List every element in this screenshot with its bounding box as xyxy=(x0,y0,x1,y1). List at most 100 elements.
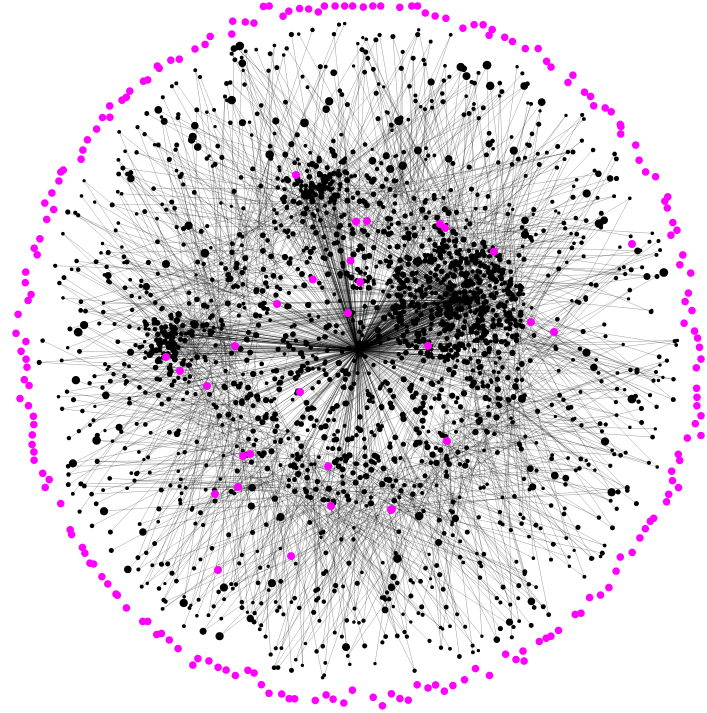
highlight-node xyxy=(363,217,371,225)
core-node xyxy=(474,330,480,336)
peripheral-node xyxy=(380,640,385,645)
peripheral-node xyxy=(415,32,421,38)
core-node xyxy=(309,462,314,467)
peripheral-node xyxy=(204,156,210,161)
peripheral-node xyxy=(213,124,217,129)
core-node xyxy=(440,232,446,237)
core-node xyxy=(331,186,335,191)
isolated-highlight-node xyxy=(228,17,237,26)
core-node xyxy=(443,473,450,479)
core-node xyxy=(187,374,193,379)
peripheral-node xyxy=(123,149,127,154)
core-node xyxy=(499,282,504,287)
isolated-highlight-node xyxy=(479,21,487,29)
core-node xyxy=(431,196,437,202)
peripheral-node xyxy=(470,650,475,655)
isolated-highlight-node xyxy=(692,364,701,372)
peripheral-node xyxy=(320,675,325,680)
core-node xyxy=(513,337,520,344)
peripheral-node xyxy=(466,111,472,116)
isolated-highlight-node xyxy=(387,690,396,698)
core-node xyxy=(358,286,363,291)
peripheral-node xyxy=(331,31,337,37)
peripheral-node xyxy=(346,560,352,566)
peripheral-node xyxy=(176,451,181,456)
highlight-node xyxy=(344,309,352,317)
core-node xyxy=(492,431,497,437)
core-node xyxy=(481,273,487,278)
isolated-highlight-node xyxy=(547,63,555,71)
peripheral-node xyxy=(402,629,407,635)
core-node xyxy=(453,267,458,273)
peripheral-node xyxy=(448,188,454,193)
core-node xyxy=(337,298,342,303)
core-node xyxy=(337,463,342,468)
peripheral-node xyxy=(169,84,174,89)
peripheral-node xyxy=(110,439,115,443)
peripheral-node xyxy=(275,608,280,613)
core-node xyxy=(439,377,444,382)
core-node xyxy=(503,326,508,331)
core-node xyxy=(424,443,431,451)
core-node xyxy=(422,199,428,205)
core-node xyxy=(421,425,425,429)
core-node xyxy=(302,486,307,491)
peripheral-node xyxy=(273,600,278,604)
peripheral-node xyxy=(450,499,456,505)
peripheral-node xyxy=(173,430,181,438)
peripheral-node xyxy=(580,329,586,335)
core-node xyxy=(406,285,412,291)
peripheral-node xyxy=(408,593,414,599)
core-node xyxy=(279,223,283,228)
core-node xyxy=(402,483,406,487)
core-node xyxy=(358,351,365,358)
isolated-highlight-node xyxy=(542,634,550,642)
core-node xyxy=(219,261,224,266)
peripheral-node xyxy=(331,138,336,144)
core-node xyxy=(381,228,387,235)
peripheral-node xyxy=(155,392,161,398)
core-node xyxy=(391,365,396,370)
core-node xyxy=(420,284,425,288)
core-node xyxy=(463,312,469,318)
isolated-highlight-node xyxy=(24,296,32,305)
peripheral-node xyxy=(259,601,264,606)
peripheral-node xyxy=(482,205,488,211)
core-node xyxy=(486,404,491,409)
peripheral-node xyxy=(485,194,491,199)
peripheral-node xyxy=(91,418,96,423)
peripheral-node xyxy=(182,450,187,455)
isolated-highlight-node xyxy=(396,694,404,703)
peripheral-node xyxy=(229,51,234,56)
core-node xyxy=(401,234,408,241)
core-node xyxy=(372,281,376,286)
peripheral-node xyxy=(160,202,165,207)
peripheral-node xyxy=(142,132,147,137)
core-node xyxy=(342,370,350,377)
core-node xyxy=(169,382,175,388)
core-node xyxy=(288,141,295,148)
peripheral-node xyxy=(411,580,415,585)
core-node xyxy=(472,428,479,436)
peripheral-node xyxy=(82,179,86,183)
peripheral-node xyxy=(598,210,604,216)
peripheral-node xyxy=(527,487,532,492)
peripheral-node xyxy=(419,604,425,610)
core-node xyxy=(506,325,513,332)
core-node xyxy=(262,414,269,421)
peripheral-node xyxy=(200,248,210,258)
peripheral-node xyxy=(109,202,115,208)
core-node xyxy=(316,170,322,177)
core-node xyxy=(317,455,321,459)
isolated-highlight-node xyxy=(691,419,700,428)
isolated-highlight-node xyxy=(580,88,589,96)
core-node xyxy=(264,381,269,386)
peripheral-node xyxy=(450,533,455,538)
isolated-highlight-node xyxy=(471,664,480,673)
core-node xyxy=(270,273,277,279)
peripheral-node xyxy=(534,468,539,473)
core-node xyxy=(351,381,357,387)
peripheral-node xyxy=(66,346,70,350)
peripheral-node xyxy=(175,115,181,121)
core-node xyxy=(418,350,424,356)
